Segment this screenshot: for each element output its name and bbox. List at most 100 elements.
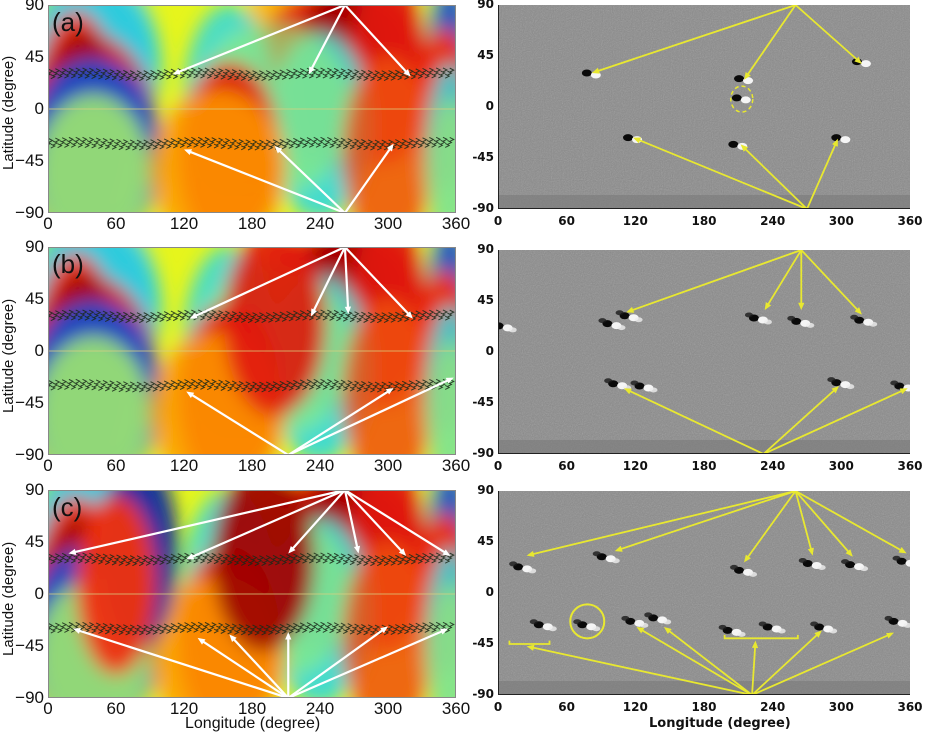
dashed-circle — [730, 85, 754, 113]
x-axis-label-right: Longitude (degree) — [649, 716, 791, 731]
x-tick-label: 60 — [558, 459, 576, 473]
y-tick-label: -90 — [472, 446, 494, 460]
y-tick-label: 45 — [25, 532, 44, 551]
x-tick-label: 240 — [760, 700, 786, 714]
active-region — [841, 559, 869, 572]
y-tick-label: 45 — [477, 48, 494, 62]
x-tick-label: 0 — [493, 214, 503, 228]
active-region — [758, 621, 786, 634]
active-region — [798, 558, 826, 571]
x-tick-label: 240 — [305, 699, 335, 718]
active-region — [718, 624, 746, 637]
vector-arrows-band — [48, 309, 455, 324]
contour-field — [48, 5, 456, 213]
x-tick-label: 300 — [373, 456, 403, 475]
x-tick-label: 180 — [237, 214, 267, 233]
x-tick-label: 360 — [897, 459, 923, 473]
active-region — [644, 612, 672, 625]
active-region — [731, 94, 751, 104]
x-tick-label: 120 — [622, 700, 648, 714]
highlight-circle — [569, 603, 606, 640]
magnetogram-panel-b — [498, 250, 910, 454]
y-tick-label: 0 — [485, 585, 494, 599]
x-tick-label: 360 — [441, 214, 471, 233]
y-tick-label: −45 — [15, 151, 44, 170]
active-region — [581, 69, 601, 79]
x-tick-label: 360 — [897, 700, 923, 714]
x-tick-label: 0 — [43, 699, 53, 718]
active-region — [831, 134, 851, 144]
y-axis-label-a: Latitude (degree) — [0, 55, 17, 170]
active-region — [509, 561, 537, 574]
y-tick-label: -90 — [472, 201, 494, 215]
magnetogram — [498, 491, 910, 695]
y-tick-label: 90 — [25, 480, 44, 499]
x-tick-label: 240 — [305, 214, 335, 233]
x-tick-label: 120 — [169, 699, 199, 718]
active-region — [810, 621, 838, 634]
x-tick-label: 60 — [558, 214, 576, 228]
y-tick-label: 45 — [25, 47, 44, 66]
y-tick-label: −90 — [15, 203, 44, 222]
active-region — [529, 619, 557, 632]
active-region — [730, 564, 758, 577]
vector-arrows-band — [48, 621, 455, 636]
y-tick-label: −45 — [15, 636, 44, 655]
y-tick-label: 0 — [34, 99, 44, 118]
x-tick-label: 240 — [760, 459, 786, 473]
bracket — [723, 634, 799, 640]
active-region — [598, 318, 626, 331]
panel-label: (b) — [52, 249, 84, 279]
active-region — [592, 551, 620, 564]
x-tick-label: 300 — [373, 699, 403, 718]
x-tick-label: 120 — [169, 456, 199, 475]
magnetogram-panel-c — [498, 491, 910, 695]
bracket — [508, 640, 551, 645]
vector-arrows-band — [48, 552, 455, 567]
contour-field — [48, 247, 456, 455]
x-tick-label: 0 — [493, 700, 503, 714]
x-tick-label: 300 — [828, 700, 854, 714]
active-region — [498, 322, 517, 333]
x-tick-label: 60 — [558, 700, 576, 714]
y-tick-label: 90 — [477, 483, 494, 497]
yellow-arrows — [623, 250, 908, 454]
y-tick-label: 90 — [25, 0, 44, 14]
x-tick-label: 180 — [237, 699, 267, 718]
white-arrows — [68, 490, 451, 698]
active-region — [787, 315, 815, 328]
y-tick-label: 90 — [477, 0, 494, 11]
active-region — [573, 619, 601, 632]
x-tick-label: 180 — [691, 700, 717, 714]
x-tick-label: 120 — [169, 214, 199, 233]
active-region — [884, 615, 910, 628]
x-tick-label: 360 — [441, 699, 471, 718]
magnetogram — [498, 5, 910, 209]
y-axis-label-b: Latitude (degree) — [0, 298, 17, 413]
active-region — [621, 615, 649, 628]
active-region — [615, 310, 643, 323]
x-axis-label-left: Longitude (degree) — [185, 715, 321, 732]
y-tick-label: -45 — [472, 395, 494, 409]
contour-panel-c — [48, 490, 456, 698]
y-tick-label: 45 — [477, 534, 494, 548]
active-region — [827, 377, 855, 390]
white-arrows — [186, 247, 454, 455]
x-tick-label: 360 — [897, 214, 923, 228]
x-tick-label: 180 — [691, 459, 717, 473]
contour-field — [48, 490, 456, 698]
x-tick-label: 180 — [691, 214, 717, 228]
x-tick-label: 360 — [441, 456, 471, 475]
y-tick-label: 0 — [34, 584, 44, 603]
magnetogram-panel-a — [498, 5, 910, 209]
active-region — [734, 75, 754, 85]
x-tick-label: 0 — [43, 456, 53, 475]
x-tick-label: 240 — [760, 214, 786, 228]
x-tick-label: 60 — [106, 214, 126, 233]
y-tick-label: 0 — [34, 341, 44, 360]
panel-label: (c) — [52, 492, 83, 522]
y-tick-label: -45 — [472, 636, 494, 650]
y-tick-label: 45 — [25, 289, 44, 308]
y-tick-label: 90 — [477, 242, 494, 256]
x-tick-label: 60 — [106, 456, 126, 475]
